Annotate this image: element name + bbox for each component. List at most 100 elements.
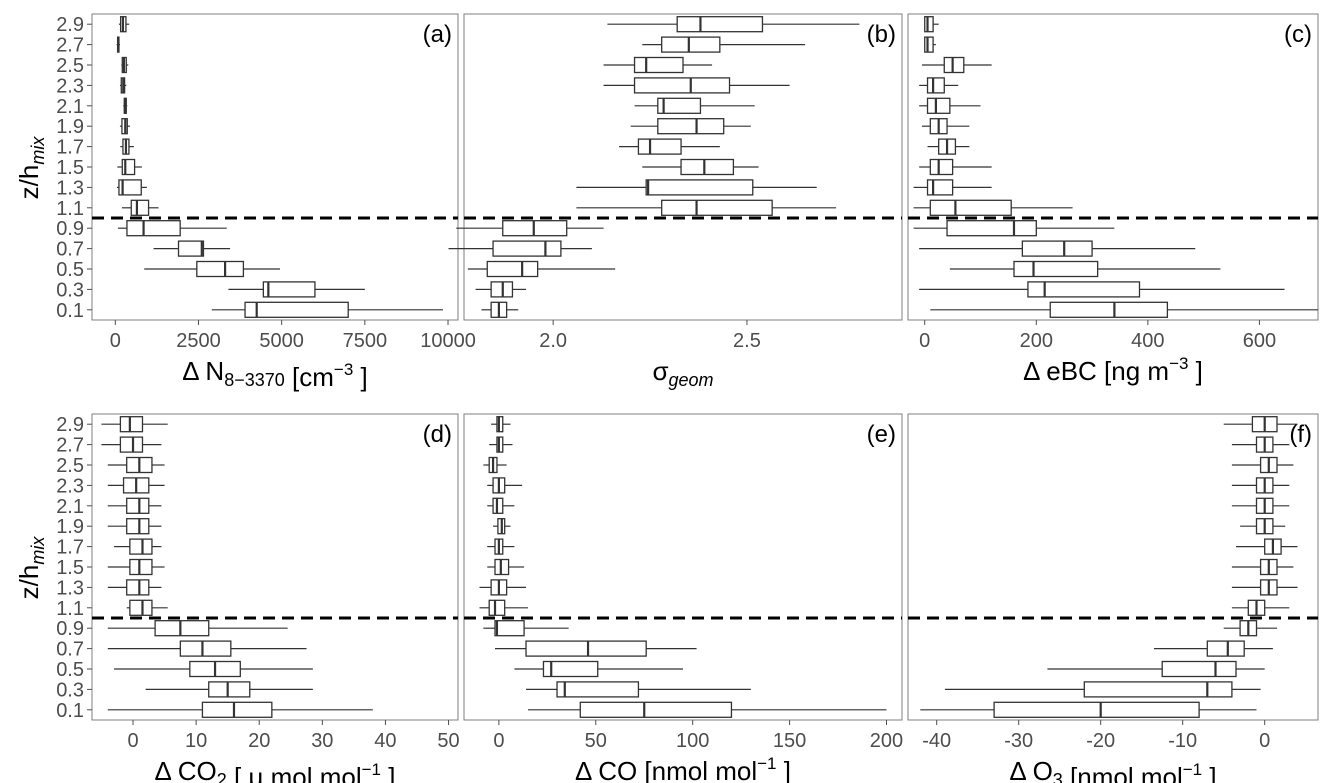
box-0-3 [526,681,751,698]
y-tick-label: 1.5 [56,557,84,579]
box-iqr [244,301,349,318]
box-0-7 [153,240,231,257]
box-iqr [492,240,562,257]
panel-label: (e) [867,421,896,448]
y-axis-title-text: z/h [14,165,44,200]
box-iqr [208,681,251,698]
x-tick-label: -40 [922,730,951,752]
y-tick-label: 1.1 [56,598,84,620]
y-tick-label: 2.1 [56,96,84,118]
box-0-5 [1047,660,1265,678]
box-2-5 [107,456,165,474]
x-tick-label: 200 [1020,330,1053,352]
x-tick-label: 0 [919,330,930,352]
y-tick-label: 1.5 [56,157,84,179]
y-tick-label: 2.5 [56,55,84,77]
x-tick-label: 0 [493,730,504,752]
x-tick-label: 0 [1259,730,1270,752]
box-iqr [924,36,934,53]
box-2-7 [101,436,162,453]
x-axis-title-main: Δ CO [575,756,637,783]
box-2-5 [1231,456,1294,474]
box-0-1 [920,701,1257,718]
y-tick-label: 0.5 [56,659,84,681]
box-iqr [179,640,232,657]
y-tick-label: 1.9 [56,116,84,138]
box-1-9 [107,518,162,535]
box-iqr [657,97,702,114]
box-1-1 [126,599,168,616]
box-1-7 [927,138,970,155]
panel-label: (c) [1284,21,1312,48]
box-1-5 [487,558,525,576]
box-iqr [201,701,273,718]
box-iqr [129,599,153,616]
x-tick-label: 2.5 [733,330,761,352]
y-axis-title-top: z/hmix [14,136,48,200]
box-1-9 [630,118,751,135]
x-tick-label: 600 [1243,330,1276,352]
x-axis-title-end: ] [1188,356,1202,386]
y-tick-label: 2.9 [56,14,84,36]
box-1-7 [487,538,515,555]
box-iqr [118,179,142,196]
box-0-1 [211,301,444,318]
box-iqr [486,260,539,278]
box-2-1 [107,497,162,514]
box-0-5 [949,260,1221,278]
box-0-7 [1154,640,1273,657]
x-tick-label: 30 [311,730,333,752]
box-1-9 [921,118,970,135]
x-axis-title-main: Δ N [182,356,224,386]
box-1-5 [642,158,759,176]
box-1-1 [121,199,159,216]
box-iqr [943,56,965,74]
x-tick-label: 150 [773,730,806,752]
box-iqr [126,518,150,535]
x-axis-title-main: Δ O [1009,756,1052,783]
box-0-5 [144,260,280,278]
box-iqr [645,179,754,196]
box-0-9 [913,220,1115,237]
y-tick-label: 0.9 [56,618,84,640]
y-tick-label: 1.7 [56,137,84,159]
panel-d: (d)0 10 20 30 40 500.10.30.50.70.91.11.31.51.… [56,413,460,783]
box-1-7 [1236,538,1298,555]
box-0-9 [483,620,569,637]
box-0-9 [456,220,604,237]
box-iqr [926,97,951,114]
box-iqr [126,220,181,237]
box-iqr [119,416,144,433]
box-iqr [262,281,316,298]
box-iqr [154,620,210,637]
x-axis-title: Δ CO2 [ μ mol mol−1 ] [155,756,396,783]
x-axis-title: Δ O3 [nmol mol−1 ] [1009,756,1216,783]
box-2-9 [101,416,168,433]
box-iqr [196,260,245,278]
box-iqr [494,620,525,637]
y-tick-label: 2.9 [56,414,84,436]
x-axis-title-unit: [ μ mol mol [227,762,362,783]
box-iqr [924,16,934,33]
y-tick-label: 0.3 [56,279,84,301]
y-tick-label: 0.1 [56,700,84,722]
y-tick-label: 1.3 [56,577,84,599]
x-axis-title-sup: −3 [334,360,353,379]
box-iqr [1027,281,1141,298]
panel-f: (f) -40 -30 -20 -10 0 Δ O3 [nmol mol−1 ] [907,413,1319,783]
box-0-3 [919,281,1285,298]
y-tick-label: 1.1 [56,198,84,220]
box-iqr [1206,640,1245,657]
box-0-1 [527,701,887,718]
box-0-3 [145,681,313,698]
y-axis-title-sub: mix [28,536,48,565]
box-iqr [579,701,733,718]
x-tick-label: 400 [1131,330,1164,352]
box-2-7 [489,436,513,453]
box-iqr [946,220,1037,237]
box-0-3 [228,281,365,298]
box-2-9 [118,16,130,33]
box-0-9 [107,620,288,637]
box-0-1 [481,301,519,318]
x-tick-label: 200 [870,730,903,752]
